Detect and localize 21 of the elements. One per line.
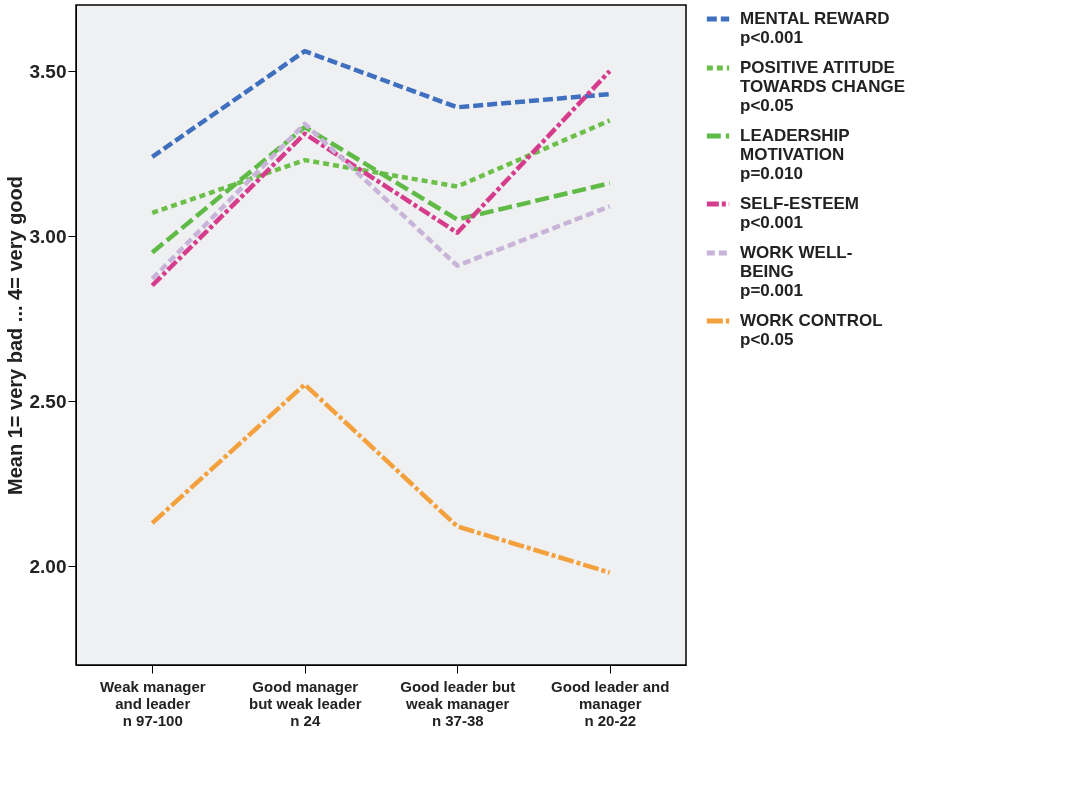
line-series <box>150 382 612 575</box>
x-tick-label: Good manager but weak leader n 24 <box>248 677 362 729</box>
y-tick-label: 3.50 <box>29 60 67 82</box>
y-tick-label: 2.50 <box>29 390 67 412</box>
y-tick-label: 2.00 <box>29 555 67 577</box>
line-series <box>150 118 612 216</box>
legend-label: SELF-ESTEEM p<0.001 <box>740 194 860 232</box>
x-tick-label: Weak manager and leader n 97-100 <box>99 677 206 729</box>
line-series <box>150 68 612 288</box>
legend-label: MENTAL REWARD p<0.001 <box>740 9 890 47</box>
x-tick-label: Good leader but weak manager n 37-38 <box>400 677 516 729</box>
y-tick-label: 3.00 <box>29 225 67 247</box>
legend-label: WORK WELL- BEING p=0.001 <box>740 243 853 300</box>
y-axis-title: Mean 1= very bad ... 4= very good <box>3 175 26 496</box>
line-series <box>150 121 612 282</box>
legend-label: WORK CONTROL p<0.05 <box>740 311 883 349</box>
line-series <box>150 124 612 255</box>
legend-label: LEADERSHIP MOTIVATION p=0.010 <box>740 126 850 183</box>
x-tick-label: Good leader and manager n 20-22 <box>551 677 670 729</box>
line-series <box>150 48 612 160</box>
legend-label: POSITIVE ATITUDE TOWARDS CHANGE p<0.05 <box>740 58 905 115</box>
